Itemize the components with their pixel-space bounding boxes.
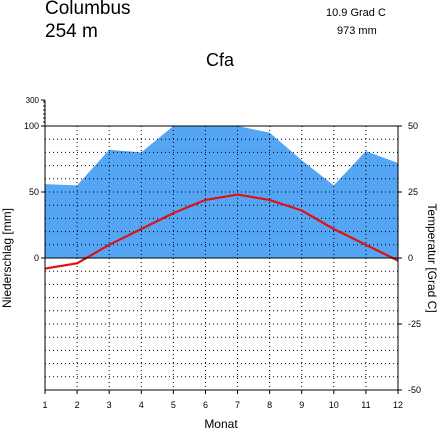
right-tick-label: -50 <box>408 385 421 395</box>
x-tick-label: 10 <box>329 400 339 410</box>
x-tick-label: 4 <box>139 400 144 410</box>
x-tick-label: 11 <box>361 400 370 410</box>
annual-precipitation: 973 mm <box>337 25 377 37</box>
x-tick-label: 8 <box>267 400 272 410</box>
temperature-line-layer <box>44 193 399 270</box>
station-elevation: 254 m <box>45 21 98 42</box>
left-tick-label: 50 <box>29 187 39 197</box>
x-tick-label: 7 <box>235 400 240 410</box>
x-tick-label: 2 <box>75 400 80 410</box>
temperature-line <box>44 193 399 270</box>
right-tick-label: -25 <box>408 319 421 329</box>
climate-class: Cfa <box>206 50 235 70</box>
right-tick-label: 25 <box>408 187 418 197</box>
left-tick-label: 0 <box>34 253 39 263</box>
mean-temperature: 10.9 Grad C <box>326 7 386 19</box>
x-tick-label: 6 <box>203 400 208 410</box>
station-name: Columbus <box>45 0 131 19</box>
x-tick-label: 3 <box>107 400 112 410</box>
y-axis-left-label: Niederschlag [mm] <box>0 208 14 308</box>
right-tick-label: 0 <box>408 253 413 263</box>
x-tick-label: 1 <box>42 400 47 410</box>
left-tick-label: 300 <box>26 96 40 105</box>
y-axis-right-label: Temperatur [Grad C] <box>425 203 439 312</box>
x-tick-label: 12 <box>393 400 403 410</box>
left-tick-label: 100 <box>24 121 39 131</box>
x-axis-label: Monat <box>204 417 238 430</box>
x-tick-label: 5 <box>171 400 176 410</box>
x-tick-label: 9 <box>299 400 304 410</box>
right-tick-label: 50 <box>408 121 418 131</box>
